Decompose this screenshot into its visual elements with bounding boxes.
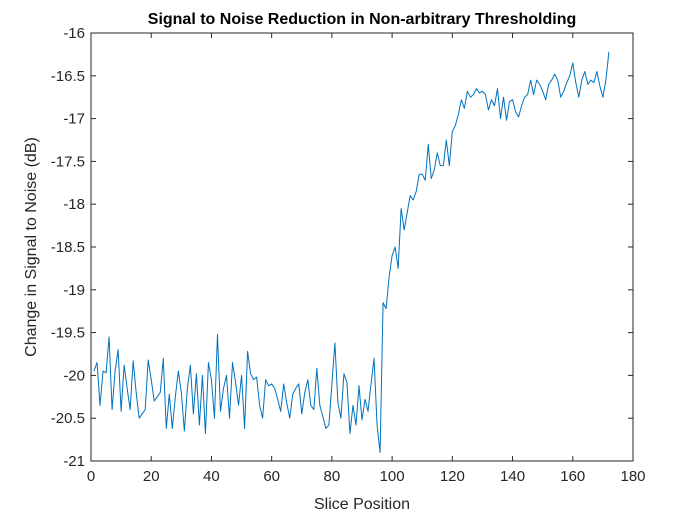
y-tick-label: -21 bbox=[63, 453, 85, 470]
y-tick-label: -20 bbox=[63, 367, 85, 384]
x-tick-label: 120 bbox=[440, 468, 465, 485]
x-tick-label: 180 bbox=[620, 468, 645, 485]
x-tick-label: 140 bbox=[500, 468, 525, 485]
y-tick-label: -16.5 bbox=[51, 68, 85, 85]
y-tick-label: -18.5 bbox=[51, 239, 85, 256]
y-tick-label: -17 bbox=[63, 111, 85, 128]
y-tick-label: -20.5 bbox=[51, 410, 85, 427]
x-tick-label: 80 bbox=[324, 468, 341, 485]
x-tick-label: 40 bbox=[203, 468, 220, 485]
x-tick-label: 20 bbox=[143, 468, 160, 485]
series-line bbox=[93, 51, 610, 453]
y-tick-label: -17.5 bbox=[51, 153, 85, 170]
y-tick-label: -19.5 bbox=[51, 325, 85, 342]
x-tick-label: 100 bbox=[380, 468, 405, 485]
y-tick-label: -18 bbox=[63, 196, 85, 213]
x-tick-label: 0 bbox=[87, 468, 95, 485]
chart-title: Signal to Noise Reduction in Non-arbitra… bbox=[148, 11, 576, 28]
x-axis-label: Slice Position bbox=[314, 496, 410, 513]
x-tick-label: 160 bbox=[560, 468, 585, 485]
y-axis-label: Change in Signal to Noise (dB) bbox=[23, 137, 40, 357]
x-tick-label: 60 bbox=[263, 468, 280, 485]
y-tick-label: -16 bbox=[63, 25, 85, 42]
y-tick-label: -19 bbox=[63, 282, 85, 299]
plot-area-box bbox=[90, 32, 634, 462]
